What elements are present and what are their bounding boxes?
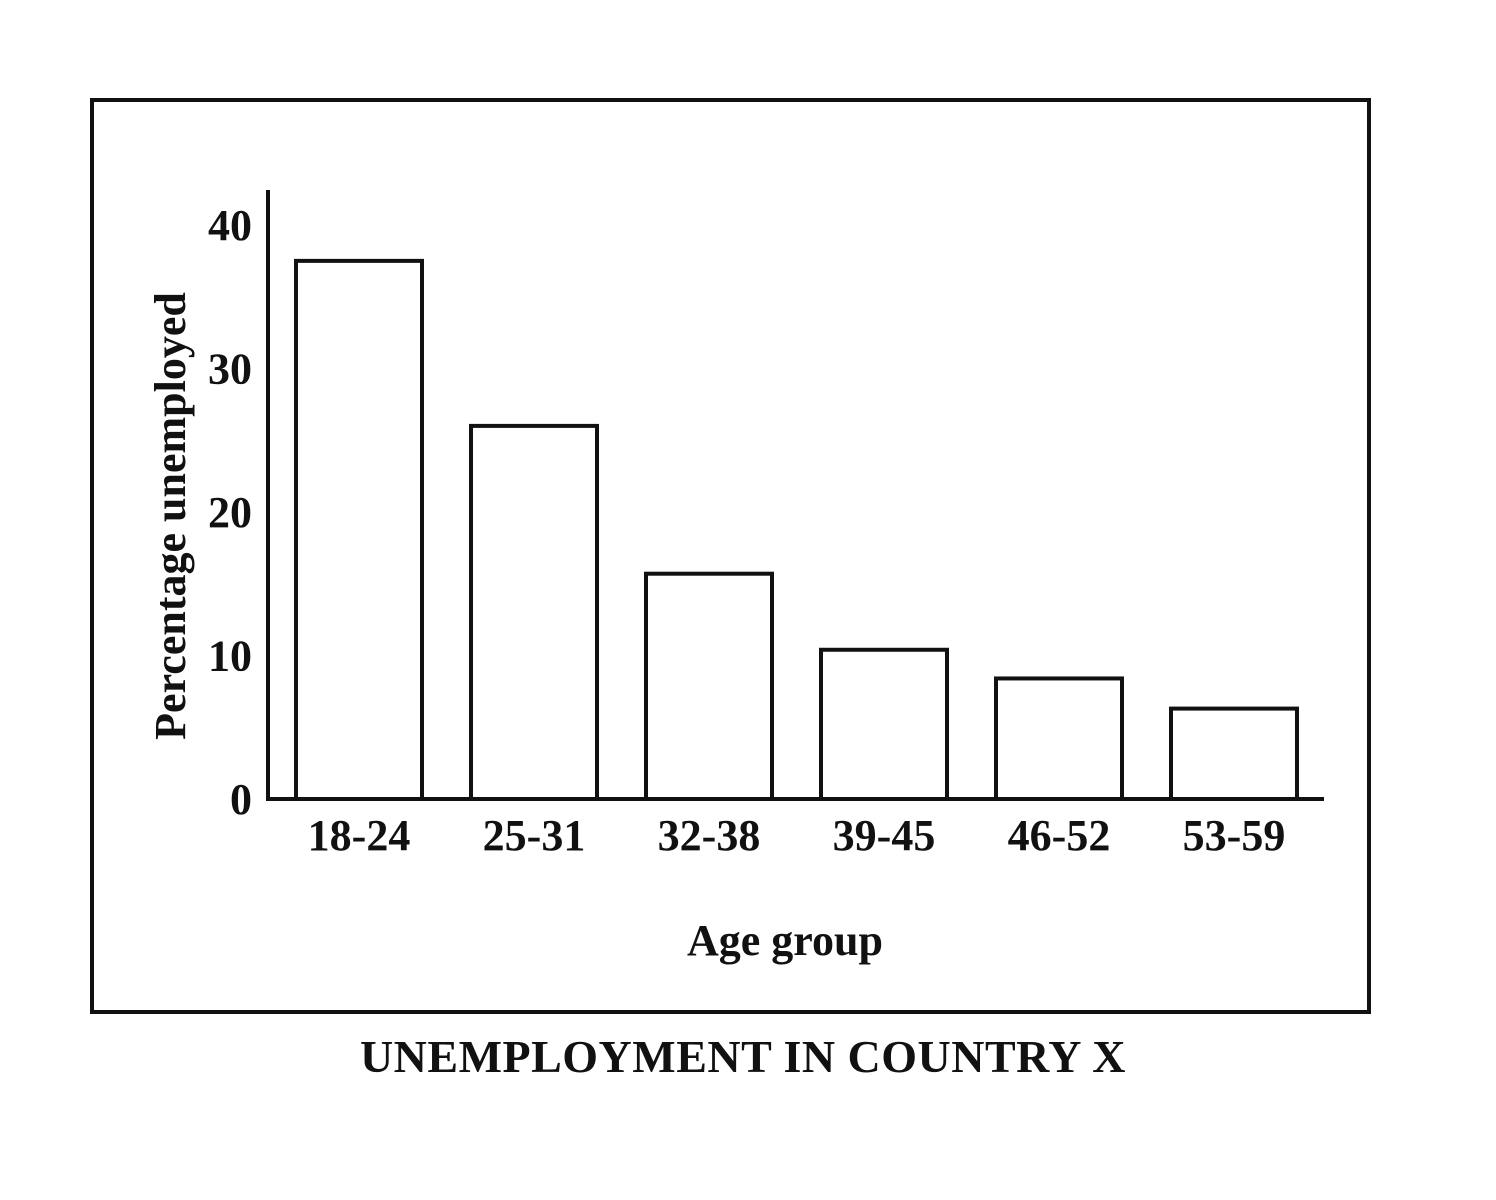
y-tick-label: 30 [208, 345, 252, 394]
y-tick-label: 40 [208, 201, 252, 250]
y-tick-label: 20 [208, 488, 252, 537]
bar-25-31 [469, 423, 599, 801]
x-tick-label: 18-24 [308, 811, 411, 860]
y-tick-label: 10 [208, 632, 252, 681]
x-tick-label: 32-38 [658, 811, 761, 860]
bars [294, 258, 1299, 802]
x-tick-label: 39-45 [833, 811, 936, 860]
x-tick-labels: 18-24 25-31 32-38 39-45 46-52 53-59 [308, 811, 1286, 860]
x-tick-label: 53-59 [1183, 811, 1286, 860]
chart-frame [90, 98, 1371, 1014]
y-tick-labels: 0 10 20 30 40 [208, 201, 252, 824]
x-tick-label: 25-31 [483, 811, 586, 860]
bar-18-24 [294, 258, 424, 801]
x-axis-label: Age group [687, 916, 883, 965]
y-tick-label: 0 [230, 775, 252, 824]
chart-title: UNEMPLOYMENT IN COUNTRY X [359, 1031, 1127, 1082]
bar-39-45 [819, 647, 949, 802]
bar-32-38 [644, 571, 774, 802]
bar-53-59 [1169, 706, 1299, 801]
x-tick-label: 46-52 [1008, 811, 1111, 860]
y-axis-label: Percentage unemployed [146, 292, 195, 740]
bar-46-52 [994, 676, 1124, 802]
